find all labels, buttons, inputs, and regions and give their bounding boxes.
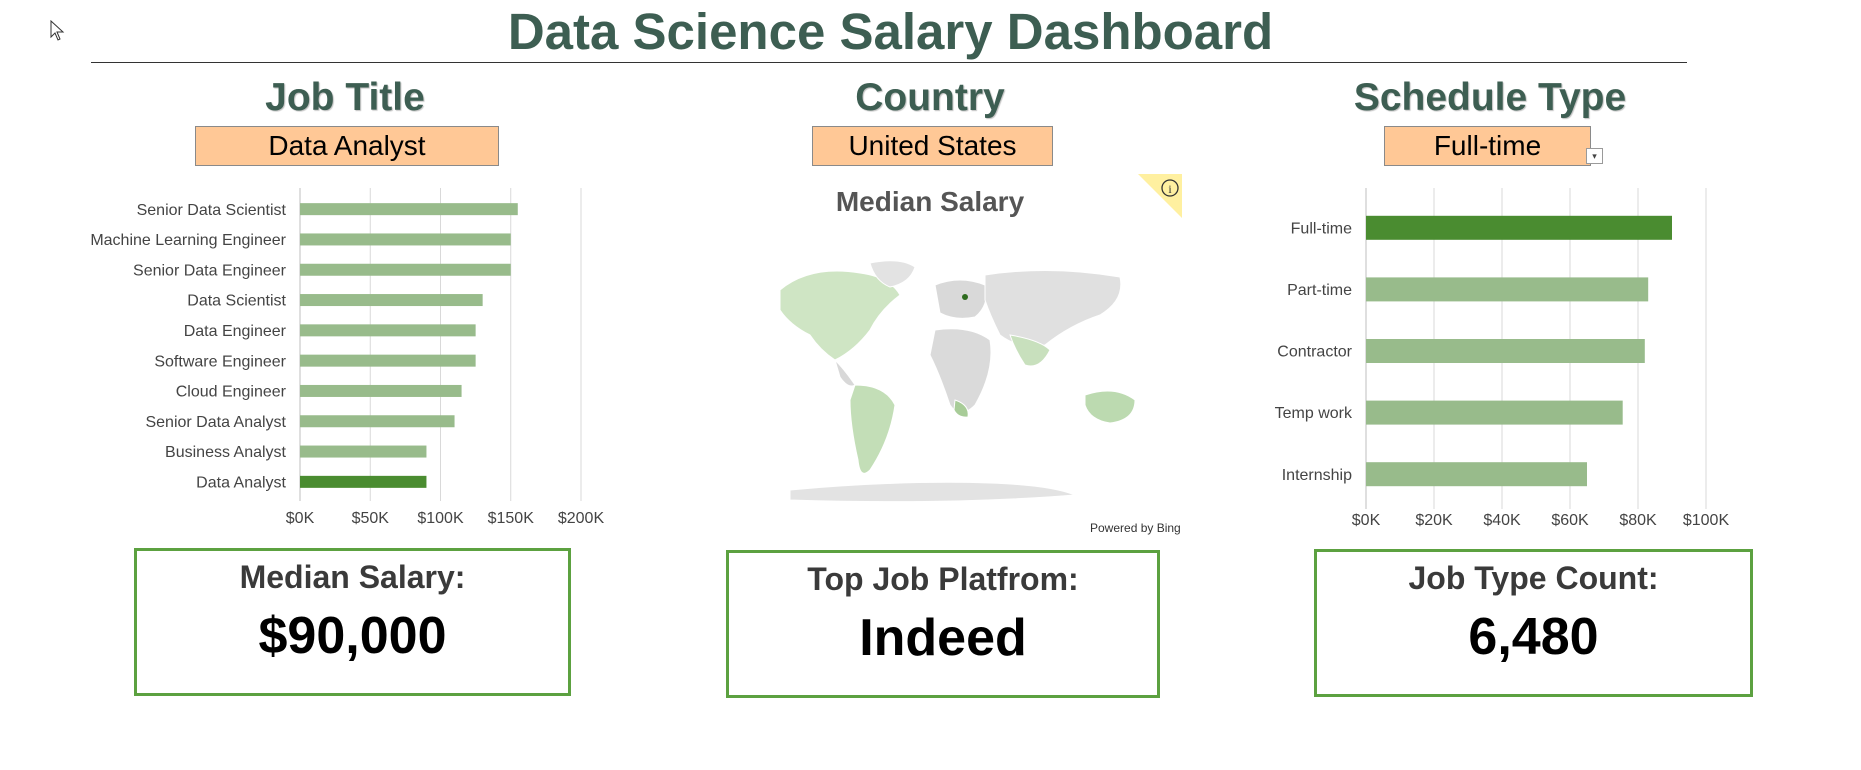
job-title-selector[interactable]: Data Analyst — [195, 126, 499, 166]
job-chart-tick-label: $50K — [352, 510, 390, 527]
job-chart-category-label: Senior Data Analyst — [145, 414, 286, 431]
job-type-count-label: Job Type Count: — [1408, 560, 1659, 596]
job-chart-bar[interactable] — [300, 263, 511, 276]
job-type-count-value: 6,480 — [1468, 608, 1599, 666]
map-region-south-africa — [953, 399, 969, 418]
schedule-chart-bar[interactable] — [1366, 462, 1587, 487]
job-chart-bar[interactable] — [300, 233, 511, 246]
country-heading: Country — [855, 76, 1005, 119]
world-map[interactable] — [750, 255, 1170, 505]
median-salary-card: Median Salary: $90,000 — [134, 548, 571, 696]
map-region-highlight — [962, 294, 968, 300]
schedule-chart-tick-label: $80K — [1619, 512, 1657, 529]
top-platform-label: Top Job Platfrom: — [807, 561, 1079, 597]
job-chart-category-label: Machine Learning Engineer — [90, 232, 286, 249]
schedule-chart-category-label: Part-time — [1287, 282, 1352, 299]
job-title-salary-chart: $0K $50K $100K $150K $200K Senior Data Scient… — [90, 188, 605, 527]
job-chart-bar[interactable] — [300, 203, 518, 216]
schedule-chart-tick-label: $20K — [1415, 512, 1453, 529]
job-chart-category-label: Senior Data Scientist — [137, 202, 287, 219]
job-chart-bar[interactable] — [300, 384, 462, 397]
map-region-central-america — [834, 359, 856, 387]
job-chart-bar[interactable] — [300, 294, 483, 307]
job-chart-category-label: Data Analyst — [196, 474, 286, 491]
map-region-south-asia — [1009, 334, 1051, 367]
job-chart-category-label: Data Engineer — [184, 323, 287, 340]
job-chart-tick-label: $200K — [558, 510, 605, 527]
map-title: Median Salary — [835, 186, 1025, 217]
job-chart-bar[interactable] — [300, 445, 427, 458]
top-platform-card: Top Job Platfrom: Indeed — [726, 550, 1160, 698]
schedule-chart-tick-label: $0K — [1352, 512, 1381, 529]
title-divider — [91, 62, 1687, 63]
median-salary-value: $90,000 — [258, 607, 447, 665]
job-chart-category-label: Data Scientist — [187, 293, 286, 310]
dropdown-arrow-icon[interactable]: ▾ — [1586, 148, 1603, 164]
info-icon[interactable]: i — [1138, 174, 1182, 218]
schedule-chart-bar[interactable] — [1366, 277, 1649, 302]
job-title-heading: Job Title — [265, 76, 425, 119]
map-region-antarctica — [789, 481, 1076, 503]
schedule-type-heading: Schedule Type — [1353, 76, 1627, 119]
job-chart-category-label: Business Analyst — [165, 444, 287, 461]
schedule-chart-category-label: Internship — [1282, 467, 1352, 484]
map-region-south-america — [849, 384, 896, 474]
schedule-chart-tick-label: $100K — [1683, 512, 1730, 529]
job-chart-bar[interactable] — [300, 415, 455, 428]
schedule-type-selector[interactable]: Full-time — [1384, 126, 1591, 166]
job-chart-bar[interactable] — [300, 354, 476, 367]
map-region-europe — [934, 279, 987, 319]
job-chart-bar[interactable] — [300, 324, 476, 337]
schedule-type-salary-chart: $0K $20K $40K $60K $80K $100K Full-time Part-ti… — [1275, 188, 1730, 529]
schedule-chart-bar[interactable] — [1366, 400, 1623, 425]
job-chart-tick-label: $0K — [286, 510, 315, 527]
map-region-asia — [984, 269, 1122, 347]
schedule-chart-tick-label: $60K — [1551, 512, 1589, 529]
job-chart-category-label: Senior Data Engineer — [133, 262, 287, 279]
schedule-chart-category-label: Full-time — [1291, 220, 1352, 237]
job-chart-tick-label: $150K — [488, 510, 535, 527]
top-platform-value: Indeed — [859, 609, 1027, 667]
map-region-australia — [1084, 390, 1136, 424]
median-salary-label: Median Salary: — [239, 559, 466, 595]
svg-text:i: i — [1168, 182, 1172, 196]
schedule-chart-bar[interactable] — [1366, 339, 1645, 363]
schedule-chart-tick-label: $40K — [1483, 512, 1521, 529]
job-type-count-card: Job Type Count: 6,480 — [1314, 549, 1753, 697]
country-selector[interactable]: United States — [812, 126, 1053, 166]
bing-attribution: Powered by Bing — [1090, 521, 1181, 535]
mouse-cursor-icon — [50, 20, 65, 41]
map-region-greenland — [869, 260, 916, 288]
map-region-north-america — [779, 270, 901, 361]
job-chart-category-label: Cloud Engineer — [176, 384, 287, 401]
schedule-chart-bar[interactable] — [1366, 215, 1672, 240]
job-chart-bar[interactable] — [300, 475, 427, 488]
schedule-chart-category-label: Temp work — [1275, 405, 1353, 422]
dashboard-title: Data Science Salary Dashboard — [507, 3, 1274, 60]
schedule-chart-category-label: Contractor — [1277, 344, 1352, 361]
map-region-africa — [929, 328, 992, 413]
job-chart-tick-label: $100K — [417, 510, 464, 527]
job-chart-category-label: Software Engineer — [154, 353, 286, 370]
